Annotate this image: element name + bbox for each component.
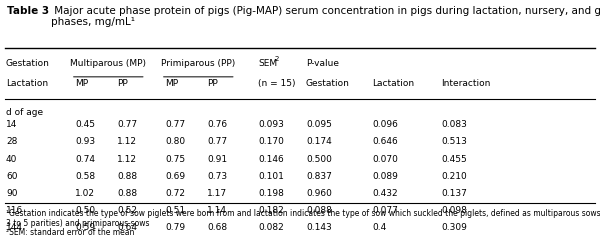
Text: 0.76: 0.76 — [207, 120, 227, 129]
Text: Gestation: Gestation — [306, 79, 350, 88]
Text: 0.72: 0.72 — [165, 189, 185, 198]
Text: 0.73: 0.73 — [207, 172, 227, 181]
Text: 0.088: 0.088 — [306, 206, 332, 215]
Text: 0.093: 0.093 — [258, 120, 284, 129]
Text: Primiparous (PP): Primiparous (PP) — [161, 59, 235, 68]
Text: 0.59: 0.59 — [75, 223, 95, 232]
Text: 0.089: 0.089 — [372, 172, 398, 181]
Text: 0.50: 0.50 — [75, 206, 95, 215]
Text: 0.77: 0.77 — [117, 120, 137, 129]
Text: 0.146: 0.146 — [258, 155, 284, 164]
Text: 0.80: 0.80 — [165, 137, 185, 146]
Text: 0.309: 0.309 — [441, 223, 467, 232]
Text: Lactation: Lactation — [6, 79, 48, 88]
Text: P-value: P-value — [306, 59, 339, 68]
Text: 0.070: 0.070 — [372, 155, 398, 164]
Text: 60: 60 — [6, 172, 17, 181]
Text: 1.14: 1.14 — [207, 206, 227, 215]
Text: 144: 144 — [6, 223, 23, 232]
Text: Multiparous (MP): Multiparous (MP) — [70, 59, 146, 68]
Text: 0.101: 0.101 — [258, 172, 284, 181]
Text: 90: 90 — [6, 189, 17, 198]
Text: 0.77: 0.77 — [207, 137, 227, 146]
Text: 2: 2 — [275, 56, 279, 62]
Text: ¹Gestation indicates the type of sow piglets were born from and lactation indica: ¹Gestation indicates the type of sow pig… — [6, 209, 600, 228]
Text: 1.02: 1.02 — [75, 189, 95, 198]
Text: 0.077: 0.077 — [372, 206, 398, 215]
Text: 0.4: 0.4 — [372, 223, 386, 232]
Text: 0.198: 0.198 — [258, 189, 284, 198]
Text: 0.096: 0.096 — [372, 120, 398, 129]
Text: PP: PP — [117, 79, 128, 88]
Text: 0.182: 0.182 — [258, 206, 284, 215]
Text: ²SEM: standard error of the mean: ²SEM: standard error of the mean — [6, 228, 134, 235]
Text: 0.88: 0.88 — [117, 189, 137, 198]
Text: (n = 15): (n = 15) — [258, 79, 296, 88]
Text: Gestation: Gestation — [6, 59, 50, 68]
Text: 0.68: 0.68 — [207, 223, 227, 232]
Text: 0.082: 0.082 — [258, 223, 284, 232]
Text: 0.74: 0.74 — [75, 155, 95, 164]
Text: 0.79: 0.79 — [165, 223, 185, 232]
Text: 116: 116 — [6, 206, 23, 215]
Text: 0.837: 0.837 — [306, 172, 332, 181]
Text: 0.210: 0.210 — [441, 172, 467, 181]
Text: MP: MP — [165, 79, 178, 88]
Text: 0.960: 0.960 — [306, 189, 332, 198]
Text: 0.083: 0.083 — [441, 120, 467, 129]
Text: 0.77: 0.77 — [165, 120, 185, 129]
Text: 0.432: 0.432 — [372, 189, 398, 198]
Text: Table 3: Table 3 — [7, 6, 49, 16]
Text: 0.75: 0.75 — [165, 155, 185, 164]
Text: 40: 40 — [6, 155, 17, 164]
Text: Lactation: Lactation — [372, 79, 414, 88]
Text: Interaction: Interaction — [441, 79, 490, 88]
Text: 0.500: 0.500 — [306, 155, 332, 164]
Text: 0.646: 0.646 — [372, 137, 398, 146]
Text: 0.137: 0.137 — [441, 189, 467, 198]
Text: 1.12: 1.12 — [117, 137, 137, 146]
Text: 0.52: 0.52 — [117, 206, 137, 215]
Text: 1.12: 1.12 — [117, 155, 137, 164]
Text: d of age: d of age — [6, 108, 43, 117]
Text: Major acute phase protein of pigs (Pig-MAP) serum concentration in pigs during l: Major acute phase protein of pigs (Pig-M… — [50, 6, 600, 27]
Text: 0.455: 0.455 — [441, 155, 467, 164]
Text: 0.098: 0.098 — [441, 206, 467, 215]
Text: PP: PP — [207, 79, 218, 88]
Text: MP: MP — [75, 79, 88, 88]
Text: SEM: SEM — [258, 59, 277, 68]
Text: 28: 28 — [6, 137, 17, 146]
Text: 0.095: 0.095 — [306, 120, 332, 129]
Text: 0.88: 0.88 — [117, 172, 137, 181]
Text: 0.69: 0.69 — [165, 172, 185, 181]
Text: 0.45: 0.45 — [75, 120, 95, 129]
Text: 0.64: 0.64 — [117, 223, 137, 232]
Text: 14: 14 — [6, 120, 17, 129]
Text: 0.51: 0.51 — [165, 206, 185, 215]
Text: 0.143: 0.143 — [306, 223, 332, 232]
Text: 0.174: 0.174 — [306, 137, 332, 146]
Text: 0.91: 0.91 — [207, 155, 227, 164]
Text: 0.58: 0.58 — [75, 172, 95, 181]
Text: 0.93: 0.93 — [75, 137, 95, 146]
Text: 1.17: 1.17 — [207, 189, 227, 198]
Text: 0.513: 0.513 — [441, 137, 467, 146]
Text: 0.170: 0.170 — [258, 137, 284, 146]
